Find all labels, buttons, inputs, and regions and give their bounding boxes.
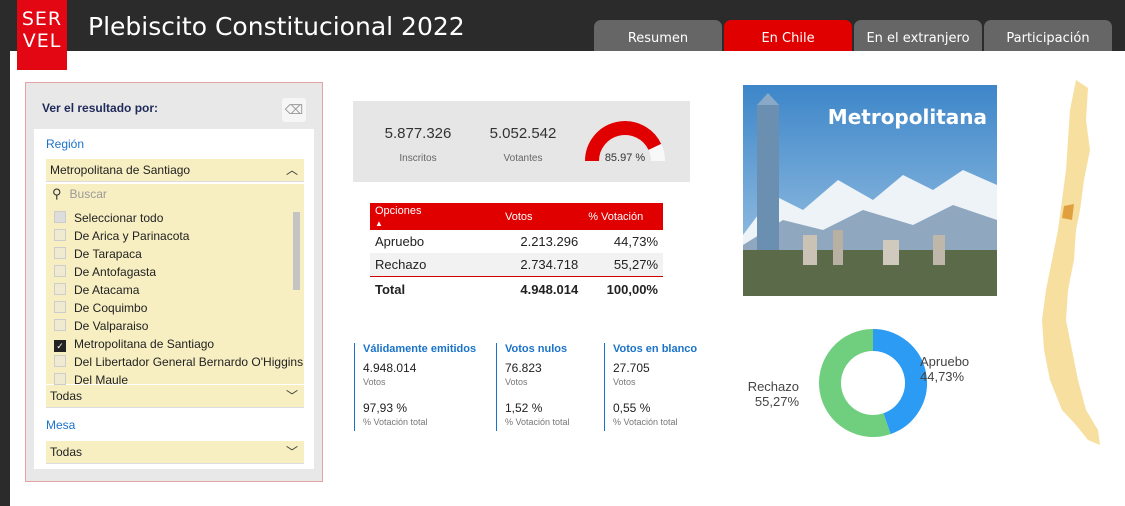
- logo-line-2: VEL: [22, 30, 62, 52]
- list-item-select-all[interactable]: Seleccionar todo: [54, 210, 163, 226]
- table-header-row: Opciones ▲ Votos % Votación: [370, 203, 663, 230]
- inscritos-label: Inscritos: [399, 153, 437, 164]
- results-table: Opciones ▲ Votos % Votación Apruebo 2.213…: [370, 203, 663, 301]
- checkbox-icon[interactable]: [54, 229, 66, 241]
- list-item[interactable]: De Tarapaca: [54, 246, 142, 262]
- votantes-value: 5.052.542: [489, 125, 557, 142]
- filter-body: Región Metropolitana de Santiago ︿ ⚲ Busc…: [34, 129, 314, 469]
- chile-map: [1042, 80, 1100, 445]
- participation-gauge: 85.97 %: [585, 121, 665, 164]
- checkbox-icon[interactable]: [54, 355, 66, 367]
- checkbox-icon[interactable]: [54, 211, 66, 223]
- clear-filter-icon[interactable]: ⌫: [282, 98, 306, 122]
- donut-slice-apruebo: [872, 329, 927, 435]
- donut-label-apruebo: Apruebo 44,73%: [920, 354, 970, 384]
- comuna-dropdown[interactable]: Todas ﹀: [46, 385, 304, 408]
- chevron-down-icon[interactable]: ﹀: [285, 389, 298, 403]
- checkbox-icon[interactable]: [54, 301, 66, 313]
- region-label: Región: [46, 137, 85, 151]
- donut-slice-rechazo: [819, 329, 891, 437]
- region-dropdown[interactable]: Metropolitana de Santiago ︿: [46, 159, 304, 182]
- checkbox-icon[interactable]: [54, 265, 66, 277]
- region-selected: Metropolitana de Santiago: [50, 163, 191, 177]
- checkbox-icon[interactable]: [54, 247, 66, 259]
- vote-donut-chart: [819, 329, 927, 437]
- logo-line-1: SER: [21, 8, 63, 30]
- region-list: ⚲ Buscar Seleccionar todo De Arica y Pari…: [46, 184, 304, 387]
- table-total-row: Total 4.948.014 100,00%: [375, 281, 658, 297]
- checkbox-icon[interactable]: [54, 283, 66, 295]
- region-highlight: [1062, 204, 1074, 220]
- col-opciones[interactable]: Opciones ▲: [370, 203, 500, 230]
- gauge-fill: [585, 121, 662, 162]
- list-item[interactable]: De Arica y Parinacota: [54, 228, 189, 244]
- tab-resumen[interactable]: Resumen: [594, 20, 722, 51]
- stat-validos: Válidamente emitidos 4.948.014 Votos 97,…: [354, 343, 476, 431]
- inscritos-value: 5.877.326: [384, 125, 452, 142]
- search-icon: ⚲: [52, 186, 62, 201]
- list-scrollbar[interactable]: [293, 212, 300, 290]
- checkbox-icon[interactable]: [54, 373, 66, 385]
- checkbox-checked-icon[interactable]: ✓: [54, 340, 66, 352]
- tab-en-chile[interactable]: En Chile: [724, 20, 852, 51]
- top-bar: SER VEL Plebiscito Constitucional 2022 R…: [0, 0, 1125, 70]
- gauge-value: 85.97 %: [605, 152, 646, 164]
- table-row: Apruebo 2.213.296 44,73%: [375, 234, 658, 249]
- search-input[interactable]: Buscar: [69, 187, 107, 201]
- list-item-selected[interactable]: ✓ Metropolitana de Santiago: [54, 336, 214, 352]
- santiago-skyline-image: [743, 85, 997, 296]
- list-item[interactable]: De Valparaiso: [54, 318, 148, 334]
- mesa-label: Mesa: [46, 418, 76, 432]
- mesa-dropdown[interactable]: Todas ﹀: [46, 441, 304, 464]
- list-item[interactable]: Del Libertador General Bernardo O'Higgin…: [54, 354, 303, 370]
- list-item[interactable]: De Atacama: [54, 282, 139, 298]
- donut-label-rechazo: Rechazo 55,27%: [747, 379, 799, 409]
- search-box[interactable]: ⚲ Buscar: [52, 186, 107, 202]
- tab-extranjero[interactable]: En el extranjero: [854, 20, 982, 51]
- tab-participacion[interactable]: Participación: [984, 20, 1112, 51]
- list-item[interactable]: De Antofagasta: [54, 264, 156, 280]
- chevron-down-icon[interactable]: ﹀: [285, 445, 298, 459]
- col-pct[interactable]: % Votación: [583, 203, 663, 230]
- region-photo-title: Metropolitana: [827, 105, 987, 129]
- chile-shape: [1042, 80, 1100, 445]
- page-title: Plebiscito Constitucional 2022: [88, 12, 465, 41]
- table-row: Rechazo 2.734.718 55,27%: [370, 253, 663, 277]
- servel-logo: SER VEL: [17, 0, 67, 70]
- stat-nulos: Votos nulos 76.823 Votos 1,52 % % Votaci…: [496, 343, 570, 431]
- col-votos[interactable]: Votos: [500, 203, 584, 230]
- region-photo: Metropolitana: [743, 85, 997, 296]
- chevron-up-icon[interactable]: ︿: [285, 163, 298, 177]
- votantes-label: Votantes: [503, 153, 543, 164]
- kpi-card: 5.877.326 Inscritos 5.052.542 Votantes 8…: [353, 101, 690, 182]
- list-item[interactable]: Del Maule: [54, 372, 128, 388]
- filter-title: Ver el resultado por:: [42, 101, 159, 115]
- stat-blanco: Votos en blanco 27.705 Votos 0,55 % % Vo…: [604, 343, 697, 431]
- list-item[interactable]: De Coquimbo: [54, 300, 147, 316]
- checkbox-icon[interactable]: [54, 319, 66, 331]
- filter-panel: Ver el resultado por: ⌫ Región Metropoli…: [25, 82, 323, 482]
